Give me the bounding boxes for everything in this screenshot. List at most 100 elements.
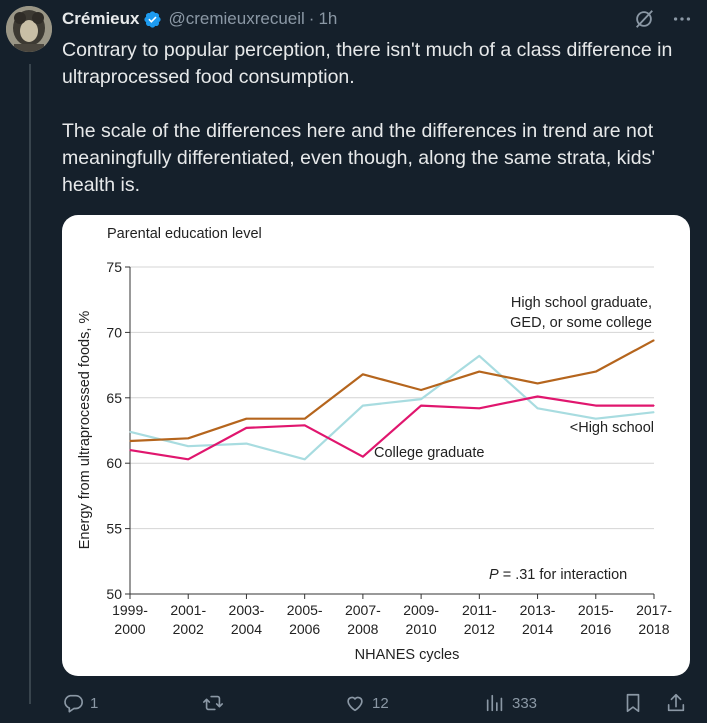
data-point [536,382,539,385]
data-point [362,405,364,407]
p-value-symbol: P [489,567,499,583]
x-tick-label: 2015- [578,602,614,618]
data-point [420,389,422,391]
grok-icon[interactable] [633,8,655,30]
x-tick-label: 2008 [347,621,378,637]
x-tick-label: 2014 [522,621,553,637]
data-point [245,418,248,420]
data-point [653,405,655,407]
x-tick-label: 2009- [403,602,439,618]
tweet-text: Contrary to popular perception, there is… [62,37,692,199]
x-tick-label: 2016 [580,621,611,637]
share-button[interactable] [665,692,687,714]
verified-badge-icon [144,10,162,28]
data-point [478,407,480,409]
x-tick-label: 2011- [462,602,497,618]
bookmark-button[interactable] [622,692,644,714]
p-value-text: = .31 for interaction [499,567,628,583]
series-label: GED, or some college [510,315,652,331]
x-axis-label: NHANES cycles [355,647,460,663]
x-tick-label: 2005- [287,602,323,618]
action-bar: 1 12 333 [62,692,692,722]
top-icons [633,8,693,30]
series-label: <High school [570,420,654,436]
chart-image-card[interactable]: Parental education level 50 55 60 65 70 75 19… [62,215,690,676]
x-tick-label: 2001- [170,602,206,618]
x-tick-label: 2010 [406,621,437,637]
tweet-paragraph-2: The scale of the differences here and th… [62,120,656,196]
author-name[interactable]: Crémieux [62,9,140,28]
data-point [245,427,248,429]
x-tick-label: 2006 [289,621,320,637]
timestamp[interactable]: 1h [318,9,338,28]
y-axis-label: Energy from ultraprocessed foods, % [77,311,93,550]
x-tick-label: 2002 [173,621,204,637]
tweet-paragraph-1: Contrary to popular perception, there is… [62,39,673,88]
p-value-annotation: P = .31 for interaction [489,567,627,583]
reply-button[interactable]: 1 [62,692,98,714]
data-point [653,411,655,413]
data-point [653,339,655,341]
data-point [304,424,306,426]
views-count: 333 [512,694,538,712]
y-tick-label: 70 [106,324,122,340]
author-handle[interactable]: @cremieuxrecueil [168,9,305,28]
retweet-icon [203,695,223,711]
data-point [362,456,364,458]
data-point [536,395,539,398]
data-point [595,371,597,373]
data-point [304,458,306,460]
more-icon[interactable] [671,8,693,30]
data-point [478,371,480,373]
ultraprocessed-food-chart: Parental education level 50 55 60 65 70 75 19… [77,226,672,663]
data-point [304,418,306,420]
views-button[interactable]: 333 [484,692,537,714]
y-tick-label: 60 [106,455,122,471]
data-point [187,437,189,439]
avatar[interactable] [6,6,52,52]
views-icon [486,694,503,712]
reply-icon [64,694,83,713]
x-tick-label: 2013- [520,602,556,618]
bookmark-icon [626,693,640,713]
y-tick-label: 50 [106,586,122,602]
tweet-header: Crémieux @cremieuxrecueil · 1h [62,6,337,32]
data-point [595,405,597,407]
data-point [187,445,189,447]
data-point [362,373,364,375]
separator-dot: · [308,9,315,28]
y-tick-label: 75 [106,259,122,275]
data-point [420,405,422,407]
like-button[interactable]: 12 [344,692,389,714]
series-label: College graduate [374,445,484,461]
x-tick-label: 2017- [636,602,672,618]
series-line-college-graduate [129,395,654,461]
data-point [478,355,480,357]
y-tick-label: 55 [106,521,122,537]
thread-line [29,64,31,704]
reply-count: 1 [90,694,99,712]
x-tick-label: 2004 [231,621,262,637]
y-tick-label: 65 [106,390,122,406]
x-tick-label: 2007- [345,602,381,618]
data-point [420,398,422,400]
x-tick-label: 2003- [229,602,265,618]
data-point [129,431,131,433]
like-count: 12 [372,694,389,712]
data-point [187,458,189,460]
x-tick-label: 2018 [638,621,669,637]
like-icon [347,696,363,712]
series-line-less-than-high-school [129,354,655,461]
x-tick-label: 2012 [464,621,495,637]
data-point [595,418,597,420]
data-point [536,407,539,409]
chart-title: Parental education level [107,226,262,242]
retweet-button[interactable] [202,692,230,714]
series-line-hs-ged-some-college [129,339,655,443]
x-tick-label: 2000 [114,621,145,637]
series-label: High school graduate, [511,295,652,311]
share-icon [667,693,685,712]
data-point [129,449,131,451]
x-tick-label: 1999- [112,602,148,618]
data-point [245,442,248,445]
